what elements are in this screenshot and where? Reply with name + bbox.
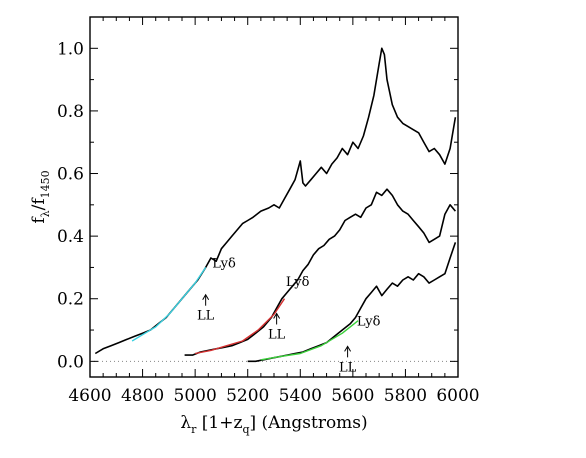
x-axis-title-sub2: q xyxy=(242,423,249,436)
x-axis-title-rest2: ] (Angstroms) xyxy=(249,413,367,433)
ly-delta-label: Lyδ xyxy=(212,256,236,271)
spectrum-series-5 xyxy=(195,299,284,354)
lyman-limit-label: LL xyxy=(339,360,357,375)
plot-frame xyxy=(90,17,458,377)
y-axis-title-sub: λ xyxy=(39,210,52,217)
x-axis-title: λr [1+zq] (Angstroms) xyxy=(180,413,367,436)
ly-delta-label: Lyδ xyxy=(286,275,310,290)
x-tick-label: 5000 xyxy=(174,386,217,406)
lyman-limit-label: LL xyxy=(268,327,286,342)
x-tick-label: 5400 xyxy=(279,386,322,406)
spectrum-series-1 xyxy=(95,48,455,353)
ly-delta-label: Lyδ xyxy=(357,314,381,329)
y-tick-label: 0.6 xyxy=(57,165,84,185)
y-tick-label: 0.2 xyxy=(57,290,84,310)
spectrum-series-3 xyxy=(248,242,456,361)
y-tick-label: 1.0 xyxy=(57,39,84,59)
x-tick-label: 6000 xyxy=(436,386,479,406)
y-axis-title: fλ/f1450 xyxy=(29,170,52,223)
x-tick-label: 4600 xyxy=(68,386,111,406)
lyman-limit-label: LL xyxy=(197,309,215,324)
y-tick-label: 0.0 xyxy=(57,352,84,372)
x-tick-label: 5200 xyxy=(226,386,269,406)
x-tick-label: 4800 xyxy=(121,386,164,406)
spectrum-series-4 xyxy=(132,267,206,341)
x-axis-title-rest: [1+z xyxy=(196,413,242,433)
lyman-limit-marker: LL xyxy=(197,295,215,324)
x-axis-title-main: λ xyxy=(180,413,191,433)
x-tick-label: 5800 xyxy=(384,386,427,406)
spectrum-series-2 xyxy=(185,189,456,355)
y-axis-title-sub2: 1450 xyxy=(39,170,52,198)
lyman-limit-marker: LL xyxy=(339,346,357,375)
y-tick-label: 0.8 xyxy=(57,102,84,122)
x-tick-label: 5600 xyxy=(331,386,374,406)
y-tick-label: 0.4 xyxy=(57,227,84,247)
